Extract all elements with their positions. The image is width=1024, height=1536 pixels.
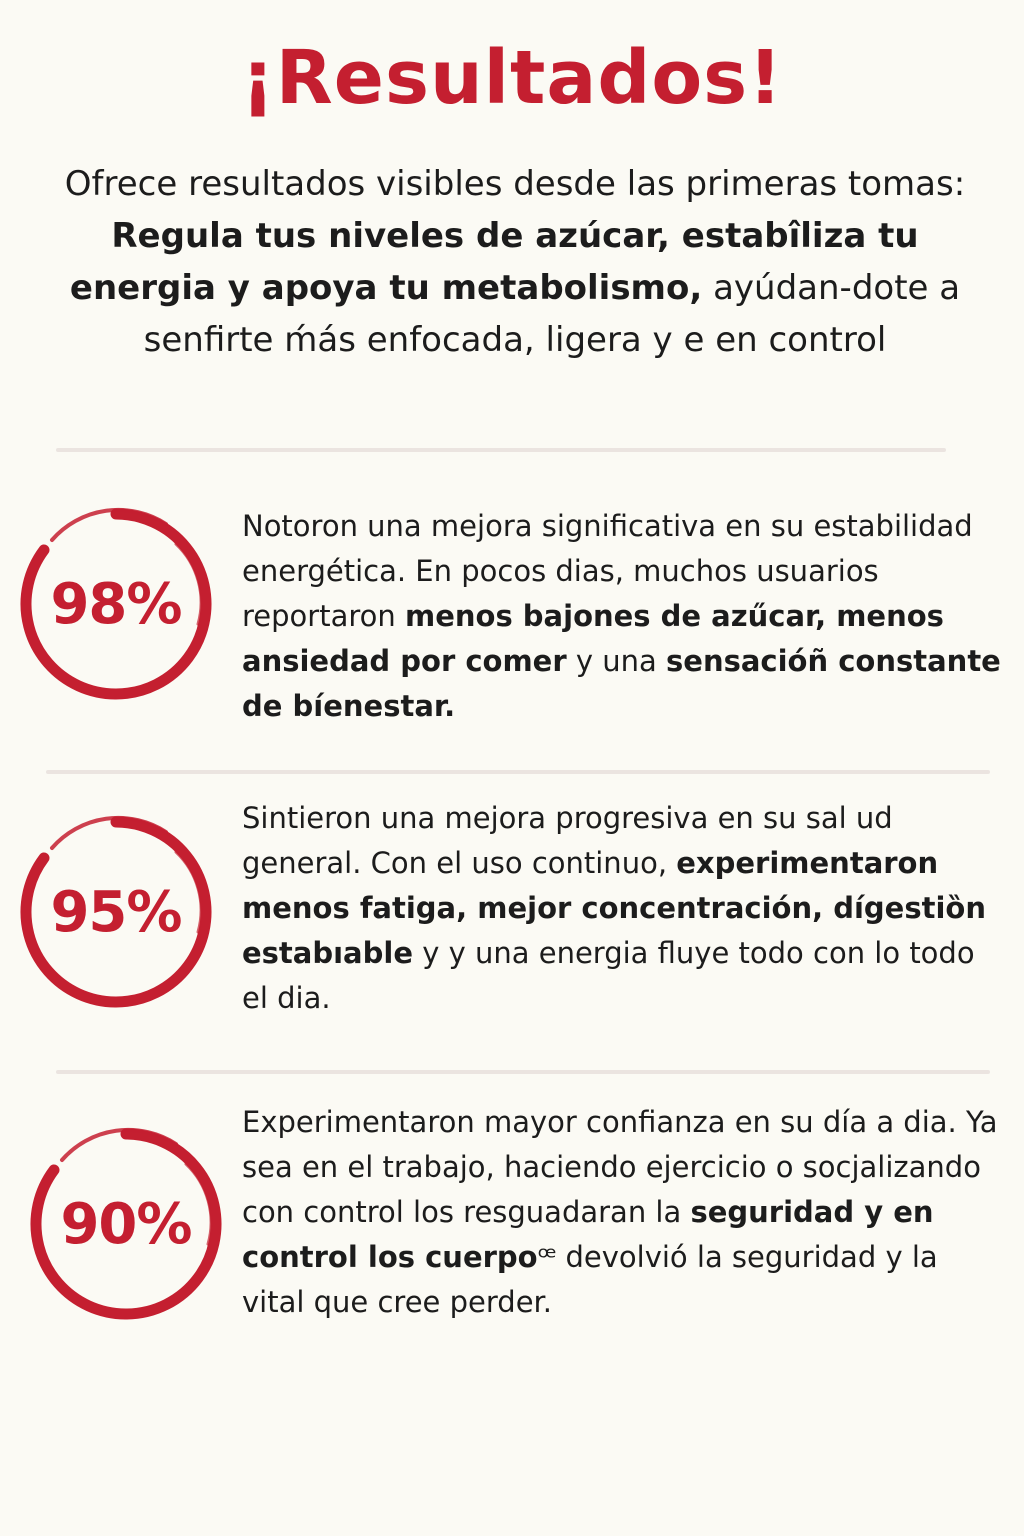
stat-text-part: y una xyxy=(566,644,667,678)
stat-text-bold: sensacióñ constante de bíenestar. xyxy=(242,644,1001,723)
divider-top xyxy=(56,448,946,452)
stat-text-bold: experimentaron menos fatiga, mejor conce… xyxy=(242,846,986,970)
stat-text-bold: menos bajones de azűcar, menos ansiedad … xyxy=(242,599,944,678)
brush-circle-icon xyxy=(20,815,212,1008)
stat-value: 98% xyxy=(50,571,182,637)
intro-text-bold: Regula tus niveles de azúcar, estabîliza… xyxy=(69,216,919,308)
stat-description: Experimentaron mayor confianza en su día… xyxy=(242,1100,1002,1325)
intro-text-end: ayúdan-dote a senfirte ḿás enfocada, lig… xyxy=(143,268,961,360)
stat-description: Notoron una mejora significativa en su e… xyxy=(242,504,1002,729)
stat-text-part: y y una energia fluye todo con lo todo e… xyxy=(242,936,975,1015)
stat-text-part: Experimentaron mayor confianza en su día… xyxy=(242,1105,998,1229)
stat-text-part: ꟹ devolvió la seguridad y la vital que c… xyxy=(242,1240,938,1319)
stat-text-part: Sintieron una mejora progresiva en su sa… xyxy=(242,801,893,880)
stat-circle-95: 95% xyxy=(16,812,216,1012)
intro-paragraph: Ofrece resultados visibles desde las pri… xyxy=(40,158,990,366)
page-title: ¡Resultados! xyxy=(241,35,783,121)
intro-text-start: Ofrece resultados visibles desde las pri… xyxy=(64,164,966,204)
brush-circle-icon xyxy=(30,1127,222,1320)
stat-value: 95% xyxy=(50,879,182,945)
divider-1 xyxy=(46,770,990,774)
stat-text-bold: seguridad y en control los cuerpo xyxy=(242,1195,934,1274)
brush-circle-icon xyxy=(20,507,212,700)
stat-circle-90: 90% xyxy=(26,1124,226,1324)
stat-circle-98: 98% xyxy=(16,504,216,704)
divider-2 xyxy=(56,1070,990,1074)
stat-text-part: Notoron una mejora significativa en su e… xyxy=(242,509,973,633)
stat-description: Sintieron una mejora progresiva en su sa… xyxy=(242,796,1002,1021)
stat-value: 90% xyxy=(60,1191,192,1257)
